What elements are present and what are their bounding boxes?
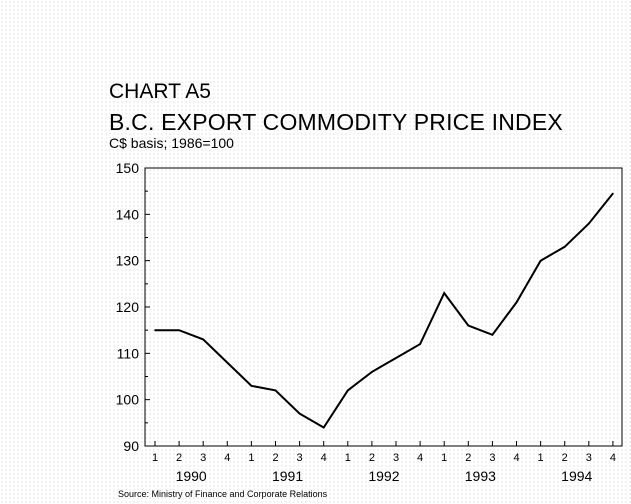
year-label: 1993: [465, 468, 496, 484]
plot-frame: [144, 167, 623, 447]
data-point: [419, 343, 421, 345]
quarter-label: 1: [345, 452, 351, 464]
year-label: 1990: [176, 468, 207, 484]
quarter-label: 4: [321, 452, 327, 464]
series-layer: [154, 192, 614, 429]
data-point: [322, 426, 325, 429]
chart-title: CHART A5: [109, 80, 211, 103]
quarter-label: 2: [176, 452, 182, 464]
year-label: 1994: [561, 468, 592, 484]
data-point: [395, 357, 397, 359]
quarter-label: 4: [610, 452, 616, 464]
quarter-label: 2: [465, 452, 471, 464]
y-axis-label: C$ basis; 1986=100: [109, 135, 234, 151]
data-point: [178, 329, 180, 331]
data-point: [491, 334, 494, 336]
y-tick-label: 150: [116, 160, 140, 176]
data-point: [612, 192, 614, 195]
quarter-label: 3: [200, 452, 206, 464]
quarter-label: 2: [369, 452, 375, 464]
quarter-label: 1: [441, 452, 447, 464]
data-point: [515, 301, 518, 304]
data-point: [443, 292, 446, 294]
data-point: [467, 324, 470, 327]
data-point: [274, 389, 277, 392]
y-tick-label: 120: [116, 299, 140, 315]
quarter-label: 4: [224, 452, 230, 464]
quarter-label: 1: [152, 452, 158, 464]
data-point: [250, 384, 253, 387]
data-point: [226, 361, 229, 364]
quarter-label: 4: [417, 452, 423, 464]
quarter-label: 3: [393, 452, 399, 464]
y-tick-label: 140: [116, 206, 140, 222]
data-point: [202, 338, 204, 341]
y-tick-label: 90: [123, 438, 139, 454]
data-point: [371, 371, 373, 373]
year-label: 1991: [272, 468, 303, 484]
quarter-label: 1: [248, 452, 254, 464]
quarter-label: 2: [562, 452, 568, 464]
y-tick-label: 100: [116, 392, 140, 408]
data-point: [154, 329, 156, 331]
quarter-label: 3: [489, 452, 495, 464]
series-line: [155, 192, 614, 429]
quarter-label: 1: [538, 452, 544, 464]
quarter-label: 4: [513, 452, 519, 464]
quarter-label: 2: [272, 452, 278, 464]
data-point: [298, 412, 301, 415]
chart-subtitle: B.C. EXPORT COMMODITY PRICE INDEX: [109, 109, 563, 135]
data-point: [563, 245, 566, 248]
year-label: 1992: [368, 468, 399, 484]
data-point: [588, 222, 590, 225]
source-note: Source: Ministry of Finance and Corporat…: [118, 489, 328, 499]
y-tick-label: 130: [116, 253, 140, 269]
data-point: [347, 389, 349, 392]
x-axis: 1 2 3 4 1 2 3 4 1 2 3 4 1 2 3 4 1 2 3 4 1990 1991 1992 1993 1994: [152, 441, 616, 484]
quarter-label: 3: [586, 452, 592, 464]
y-axis: 90 100 110 120 130 140 150: [116, 160, 150, 454]
data-point: [539, 259, 542, 262]
quarter-label: 3: [297, 452, 303, 464]
y-tick-label: 110: [117, 345, 140, 361]
